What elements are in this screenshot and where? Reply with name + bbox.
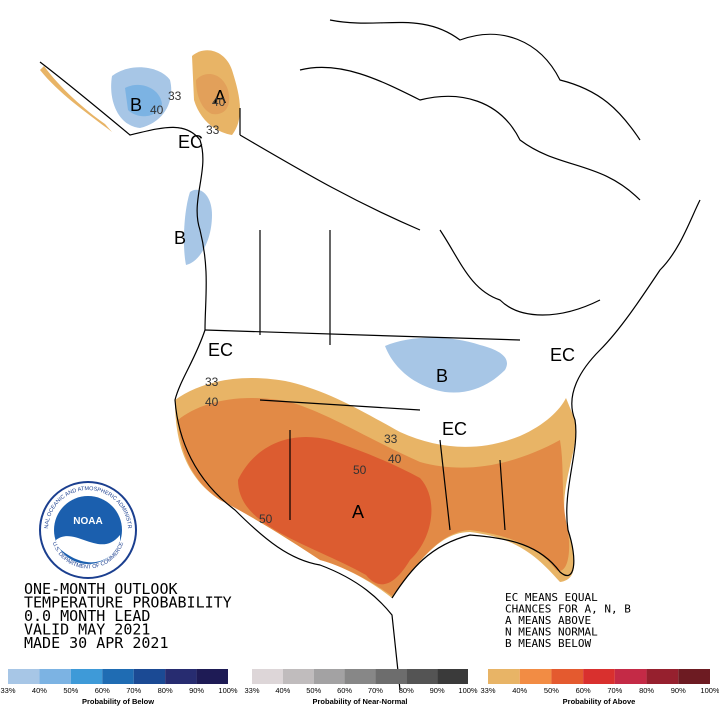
region-label: EC xyxy=(178,132,203,152)
legend-tick-label: 33% xyxy=(244,686,259,695)
contour-label: 40 xyxy=(388,452,402,466)
shade-above-50 xyxy=(238,436,432,585)
legend-tick-label: 70% xyxy=(126,686,141,695)
shade-above-40 xyxy=(196,74,230,115)
legend-swatch xyxy=(614,669,647,684)
legend-title: Probability of Below xyxy=(82,697,154,706)
contour-label: 33 xyxy=(384,432,398,446)
legend-tick-label: 40% xyxy=(32,686,47,695)
legend-swatch xyxy=(488,669,520,684)
legend-swatch xyxy=(252,669,283,684)
legend-swatch xyxy=(583,669,615,684)
legend-tick-label: 80% xyxy=(399,686,414,695)
legend-swatch xyxy=(519,669,552,684)
legend-tick-label: 60% xyxy=(337,686,352,695)
legend-title: Probability of Above xyxy=(563,697,636,706)
legend-tick-label: 80% xyxy=(639,686,654,695)
contour-labels: 33 40 40 33 33 40 33 40 50 50 xyxy=(150,89,402,526)
legend-swatch xyxy=(551,669,584,684)
title-line: TEMPERATURE PROBABILITY xyxy=(24,594,232,612)
legend-swatch xyxy=(646,669,679,684)
legend-tick-label: 100% xyxy=(458,686,478,695)
shade-below-40 xyxy=(125,84,162,117)
legend-title: Probability of Near-Normal xyxy=(312,697,407,706)
legend-swatch xyxy=(70,669,103,684)
legends: 33% 40% 50% 60% 70% 80% 90% 100% Probability of … xyxy=(0,669,719,706)
legend-tick-label: 60% xyxy=(576,686,591,695)
legend-tick-label: 90% xyxy=(189,686,204,695)
legend-tick-label: 90% xyxy=(671,686,686,695)
geography xyxy=(39,19,701,691)
legend-swatch xyxy=(133,669,166,684)
contour-label: 40 xyxy=(212,95,226,109)
note-line: N MEANS NORMAL xyxy=(505,626,598,639)
legend-swatch xyxy=(102,669,134,684)
legend-swatch xyxy=(437,669,468,684)
shade-below-33 xyxy=(385,337,508,393)
region-label: EC xyxy=(442,419,467,439)
contour-label: 40 xyxy=(150,103,164,117)
title-line: MADE 30 APR 2021 xyxy=(24,634,169,652)
legend-tick-label: 60% xyxy=(95,686,110,695)
contour-label: 33 xyxy=(206,123,220,137)
legend-tick-label: 33% xyxy=(480,686,495,695)
region-label: A xyxy=(214,87,226,107)
legend-swatch xyxy=(313,669,345,684)
legend-tick-label: 33% xyxy=(0,686,15,695)
shade-above-33 xyxy=(40,66,112,132)
legend-swatch xyxy=(375,669,407,684)
legend-swatch xyxy=(165,669,197,684)
region-label: EC xyxy=(550,345,575,365)
legend-tick-label: 70% xyxy=(607,686,622,695)
legend-tick-label: 50% xyxy=(63,686,78,695)
region-label: A xyxy=(352,502,364,522)
note-line: B MEANS BELOW xyxy=(505,637,591,650)
legend-tick-label: 90% xyxy=(430,686,445,695)
note-line: CHANCES FOR A, N, B xyxy=(505,603,631,616)
legend-swatch xyxy=(344,669,376,684)
legend-swatch xyxy=(8,669,40,684)
legend-tick-label: 100% xyxy=(700,686,719,695)
legend-tick-label: 80% xyxy=(158,686,173,695)
region-labels: B A EC B EC B EC EC A xyxy=(130,87,575,522)
contour-label: 50 xyxy=(259,512,273,526)
region-label: EC xyxy=(208,340,233,360)
contour-label: 33 xyxy=(205,375,219,389)
legend-tick-label: 70% xyxy=(368,686,383,695)
title-line: 0.0 MONTH LEAD xyxy=(24,607,150,625)
shading xyxy=(40,50,576,598)
legend-tick-label: 40% xyxy=(275,686,290,695)
legend-swatch xyxy=(196,669,228,684)
note-line: A MEANS ABOVE xyxy=(505,614,591,627)
note-line: EC MEANS EQUAL xyxy=(505,591,598,604)
legend-tick-label: 50% xyxy=(306,686,321,695)
contour-label: 40 xyxy=(205,395,219,409)
legend-swatch xyxy=(282,669,314,684)
legend-tick-label: 40% xyxy=(512,686,527,695)
shade-below-33 xyxy=(183,189,212,265)
region-label: B xyxy=(436,366,448,386)
legend-tick-label: 100% xyxy=(218,686,238,695)
legend-swatch xyxy=(39,669,71,684)
contour-label: 50 xyxy=(353,463,367,477)
title-line: ONE-MONTH OUTLOOK xyxy=(24,580,178,598)
region-label: B xyxy=(130,95,142,115)
legend-tick-label: 50% xyxy=(544,686,559,695)
legend-swatch xyxy=(678,669,710,684)
logo-name: NOAA xyxy=(73,516,102,527)
legend-swatch xyxy=(406,669,438,684)
contour-label: 33 xyxy=(168,89,182,103)
region-label: B xyxy=(174,228,186,248)
title-line: VALID MAY 2021 xyxy=(24,621,150,639)
